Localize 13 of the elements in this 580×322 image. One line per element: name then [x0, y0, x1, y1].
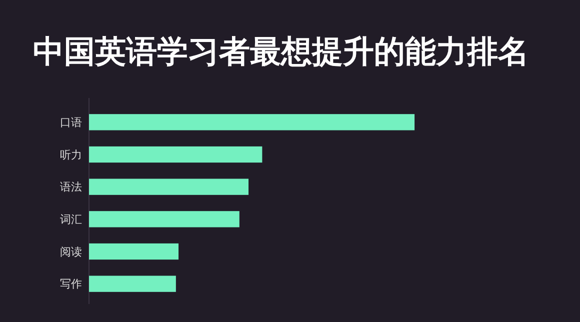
y-tick-label: 词汇 — [60, 213, 82, 226]
y-tick-label: 写作 — [60, 278, 82, 291]
y-tick-label: 语法 — [60, 180, 82, 194]
y-tick-label: 听力 — [60, 148, 82, 162]
bar — [89, 276, 176, 292]
chart-title: 中国英语学习者最想提升的能力排名 — [33, 34, 529, 70]
y-tick-label: 口语 — [60, 116, 82, 130]
y-tick-label: 阅读 — [60, 245, 82, 258]
bar — [89, 146, 262, 163]
bar — [89, 178, 249, 195]
bar — [89, 243, 179, 260]
bar — [89, 114, 415, 130]
bar — [89, 211, 240, 228]
